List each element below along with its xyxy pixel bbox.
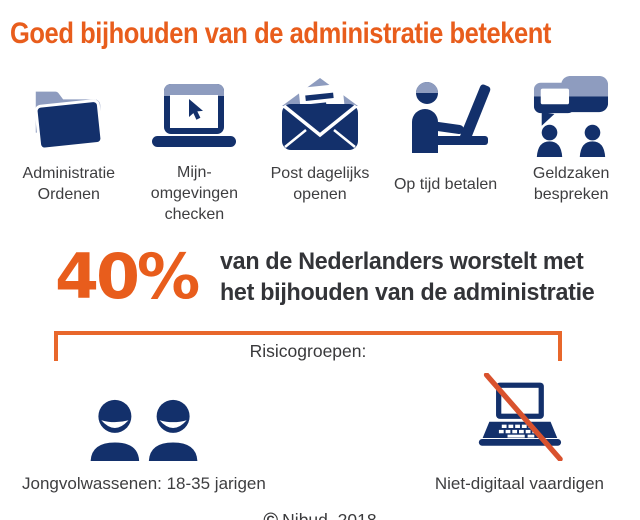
habit-label: Geldzaken bespreken [532,165,610,203]
risk-group-niet-digitaal: Niet-digitaal vaardigen [434,372,604,494]
risk-group-jongvolwassenen: Jongvolwassenen: 18-35 jarigen [22,395,266,494]
two-people-icon [85,395,203,466]
folder-icon [26,74,112,158]
habit-label: Post dagelijks openen [270,165,370,203]
habit-op-tijd-betalen: Op tijd betalen [385,74,507,225]
stat-line-1: van de Nederlanders worstelt met [220,248,584,275]
statistic: 40% van de Nederlanders worstelt met het… [55,245,640,309]
source-text: Nibud, 2018 [282,510,377,520]
conversation-icon [530,74,612,158]
person-computer-icon [400,74,492,158]
habits-row: Administratie Ordenen Mijn-omgevingen ch… [0,74,640,225]
risk-heading: Risicogroepen: [249,341,367,361]
open-envelope-icon [278,74,362,158]
habit-label: Mijn-omgevingen checken [150,164,238,223]
risk-bracket: Risicogroepen: [54,331,562,369]
risk-group-label: Niet-digitaal vaardigen [434,474,604,493]
laptop-cursor-icon [146,74,242,158]
stat-description: van de Nederlanders worstelt met het bij… [220,246,595,308]
habit-label: Administratie Ordenen [22,165,116,203]
habit-administratie-ordenen: Administratie Ordenen [8,74,130,225]
risk-group-label: Jongvolwassenen: 18-35 jarigen [22,474,266,493]
stat-line-2: het bijhouden van de administratie [220,279,595,306]
habit-label: Op tijd betalen [393,175,498,193]
crossed-laptop-icon [466,372,572,466]
source-attribution: © Nibud, 2018 [0,510,640,520]
copyright-icon: © [263,510,278,520]
risk-groups-row: Jongvolwassenen: 18-35 jarigen [0,372,640,494]
habit-post-dagelijks-openen: Post dagelijks openen [259,74,381,225]
page-title: Goed bijhouden van de administratie bete… [10,17,551,50]
habit-geldzaken-bespreken: Geldzaken bespreken [510,74,632,225]
habit-mijn-omgevingen-checken: Mijn-omgevingen checken [134,74,256,225]
stat-percentage: 40% [55,240,200,313]
